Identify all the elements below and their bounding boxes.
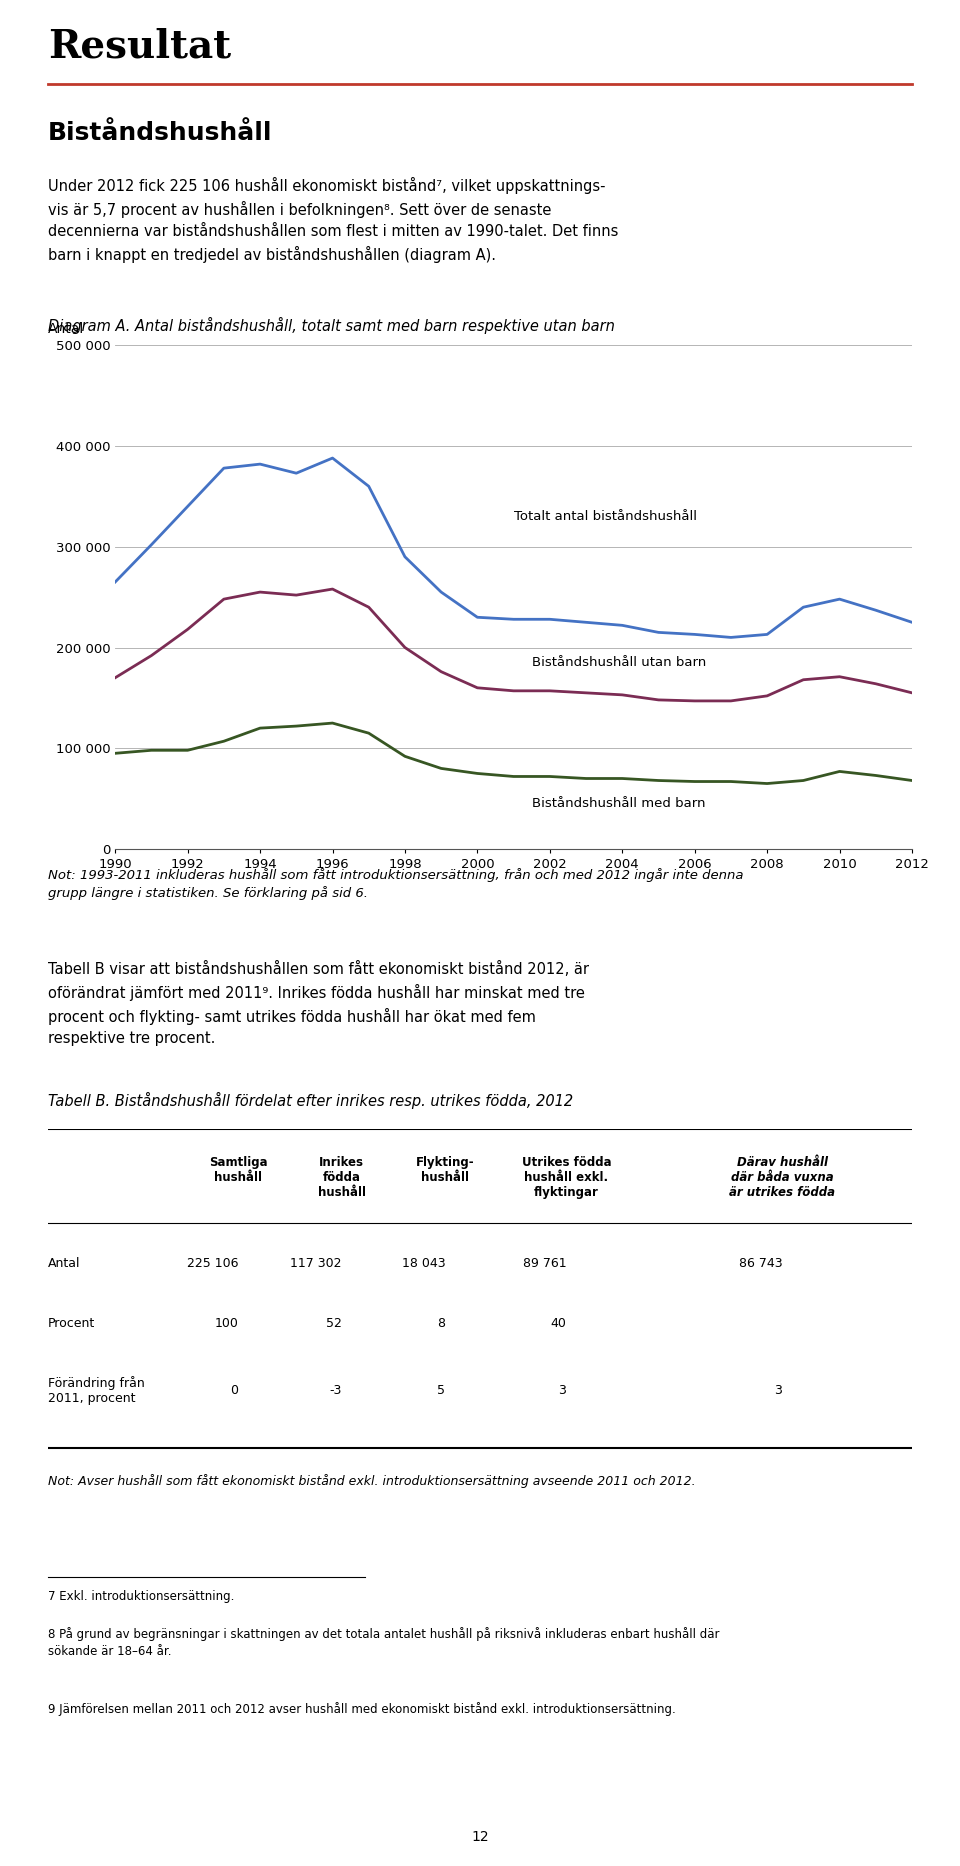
- Text: 12: 12: [471, 1829, 489, 1844]
- Text: 86 743: 86 743: [739, 1258, 782, 1269]
- Text: Not: 1993-2011 inkluderas hushåll som fått introduktionsersättning, från och med: Not: 1993-2011 inkluderas hushåll som få…: [48, 868, 743, 899]
- Text: Biståndshushåll med barn: Biståndshushåll med barn: [532, 797, 706, 810]
- Text: 18 043: 18 043: [402, 1258, 445, 1269]
- Text: Under 2012 fick 225 106 hushåll ekonomiskt bistånd⁷, vilket uppskattnings-
vis ä: Under 2012 fick 225 106 hushåll ekonomis…: [48, 177, 618, 263]
- Text: 0: 0: [230, 1385, 238, 1398]
- Text: Därav hushåll
där båda vuxna
är utrikes födda: Därav hushåll där båda vuxna är utrikes …: [730, 1155, 835, 1198]
- Text: Utrikes födda
hushåll exkl.
flyktingar: Utrikes födda hushåll exkl. flyktingar: [521, 1155, 612, 1198]
- Text: 9 Jämförelsen mellan 2011 och 2012 avser hushåll med ekonomiskt bistånd exkl. in: 9 Jämförelsen mellan 2011 och 2012 avser…: [48, 1702, 676, 1715]
- Text: 3: 3: [559, 1385, 566, 1398]
- Text: 225 106: 225 106: [186, 1258, 238, 1269]
- Text: 5: 5: [438, 1385, 445, 1398]
- Text: 89 761: 89 761: [523, 1258, 566, 1269]
- Text: Resultat: Resultat: [48, 28, 231, 65]
- Text: Totalt antal biståndshushåll: Totalt antal biståndshushåll: [514, 509, 697, 522]
- Text: 100: 100: [214, 1317, 238, 1330]
- Text: Förändring från
2011, procent: Förändring från 2011, procent: [48, 1377, 145, 1405]
- Text: 8: 8: [438, 1317, 445, 1330]
- Text: Samtliga
hushåll: Samtliga hushåll: [208, 1155, 268, 1183]
- Text: Flykting-
hushåll: Flykting- hushåll: [416, 1155, 475, 1183]
- Text: Tabell B visar att biståndshushållen som fått ekonomiskt bistånd 2012, är
oförän: Tabell B visar att biståndshushållen som…: [48, 961, 589, 1047]
- Text: Not: Avser hushåll som fått ekonomiskt bistånd exkl. introduktionsersättning avs: Not: Avser hushåll som fått ekonomiskt b…: [48, 1474, 696, 1487]
- Text: Antal: Antal: [48, 1258, 81, 1269]
- Text: Diagram A. Antal biståndshushåll, totalt samt med barn respektive utan barn: Diagram A. Antal biståndshushåll, totalt…: [48, 317, 614, 334]
- Text: 8 På grund av begränsningar i skattningen av det totala antalet hushåll på riksn: 8 På grund av begränsningar i skattninge…: [48, 1627, 719, 1659]
- Text: 3: 3: [775, 1385, 782, 1398]
- Text: Biståndshushåll utan barn: Biståndshushåll utan barn: [532, 657, 706, 670]
- Text: 40: 40: [550, 1317, 566, 1330]
- Text: 117 302: 117 302: [290, 1258, 342, 1269]
- Text: Inrikes
födda
hushåll: Inrikes födda hushåll: [318, 1155, 366, 1198]
- Text: Biståndshushåll: Biståndshushåll: [48, 121, 273, 146]
- Text: Procent: Procent: [48, 1317, 95, 1330]
- Text: 7 Exkl. introduktionsersättning.: 7 Exkl. introduktionsersättning.: [48, 1590, 234, 1603]
- Text: 52: 52: [325, 1317, 342, 1330]
- Text: Antal: Antal: [48, 321, 84, 336]
- Text: -3: -3: [329, 1385, 342, 1398]
- Text: Tabell B. Biståndshushåll fördelat efter inrikes resp. utrikes födda, 2012: Tabell B. Biståndshushåll fördelat efter…: [48, 1092, 573, 1108]
